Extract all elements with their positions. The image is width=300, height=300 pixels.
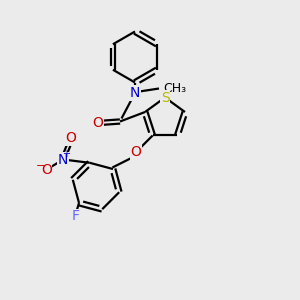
Text: −: −: [36, 161, 45, 171]
Text: F: F: [72, 209, 80, 224]
Text: O: O: [41, 163, 52, 177]
Text: N: N: [130, 86, 140, 100]
Text: N: N: [58, 153, 68, 167]
Text: +: +: [62, 149, 70, 159]
Text: O: O: [65, 131, 76, 145]
Text: O: O: [131, 145, 142, 159]
Text: S: S: [160, 91, 169, 104]
Text: O: O: [92, 116, 103, 130]
Text: CH₃: CH₃: [164, 82, 187, 95]
